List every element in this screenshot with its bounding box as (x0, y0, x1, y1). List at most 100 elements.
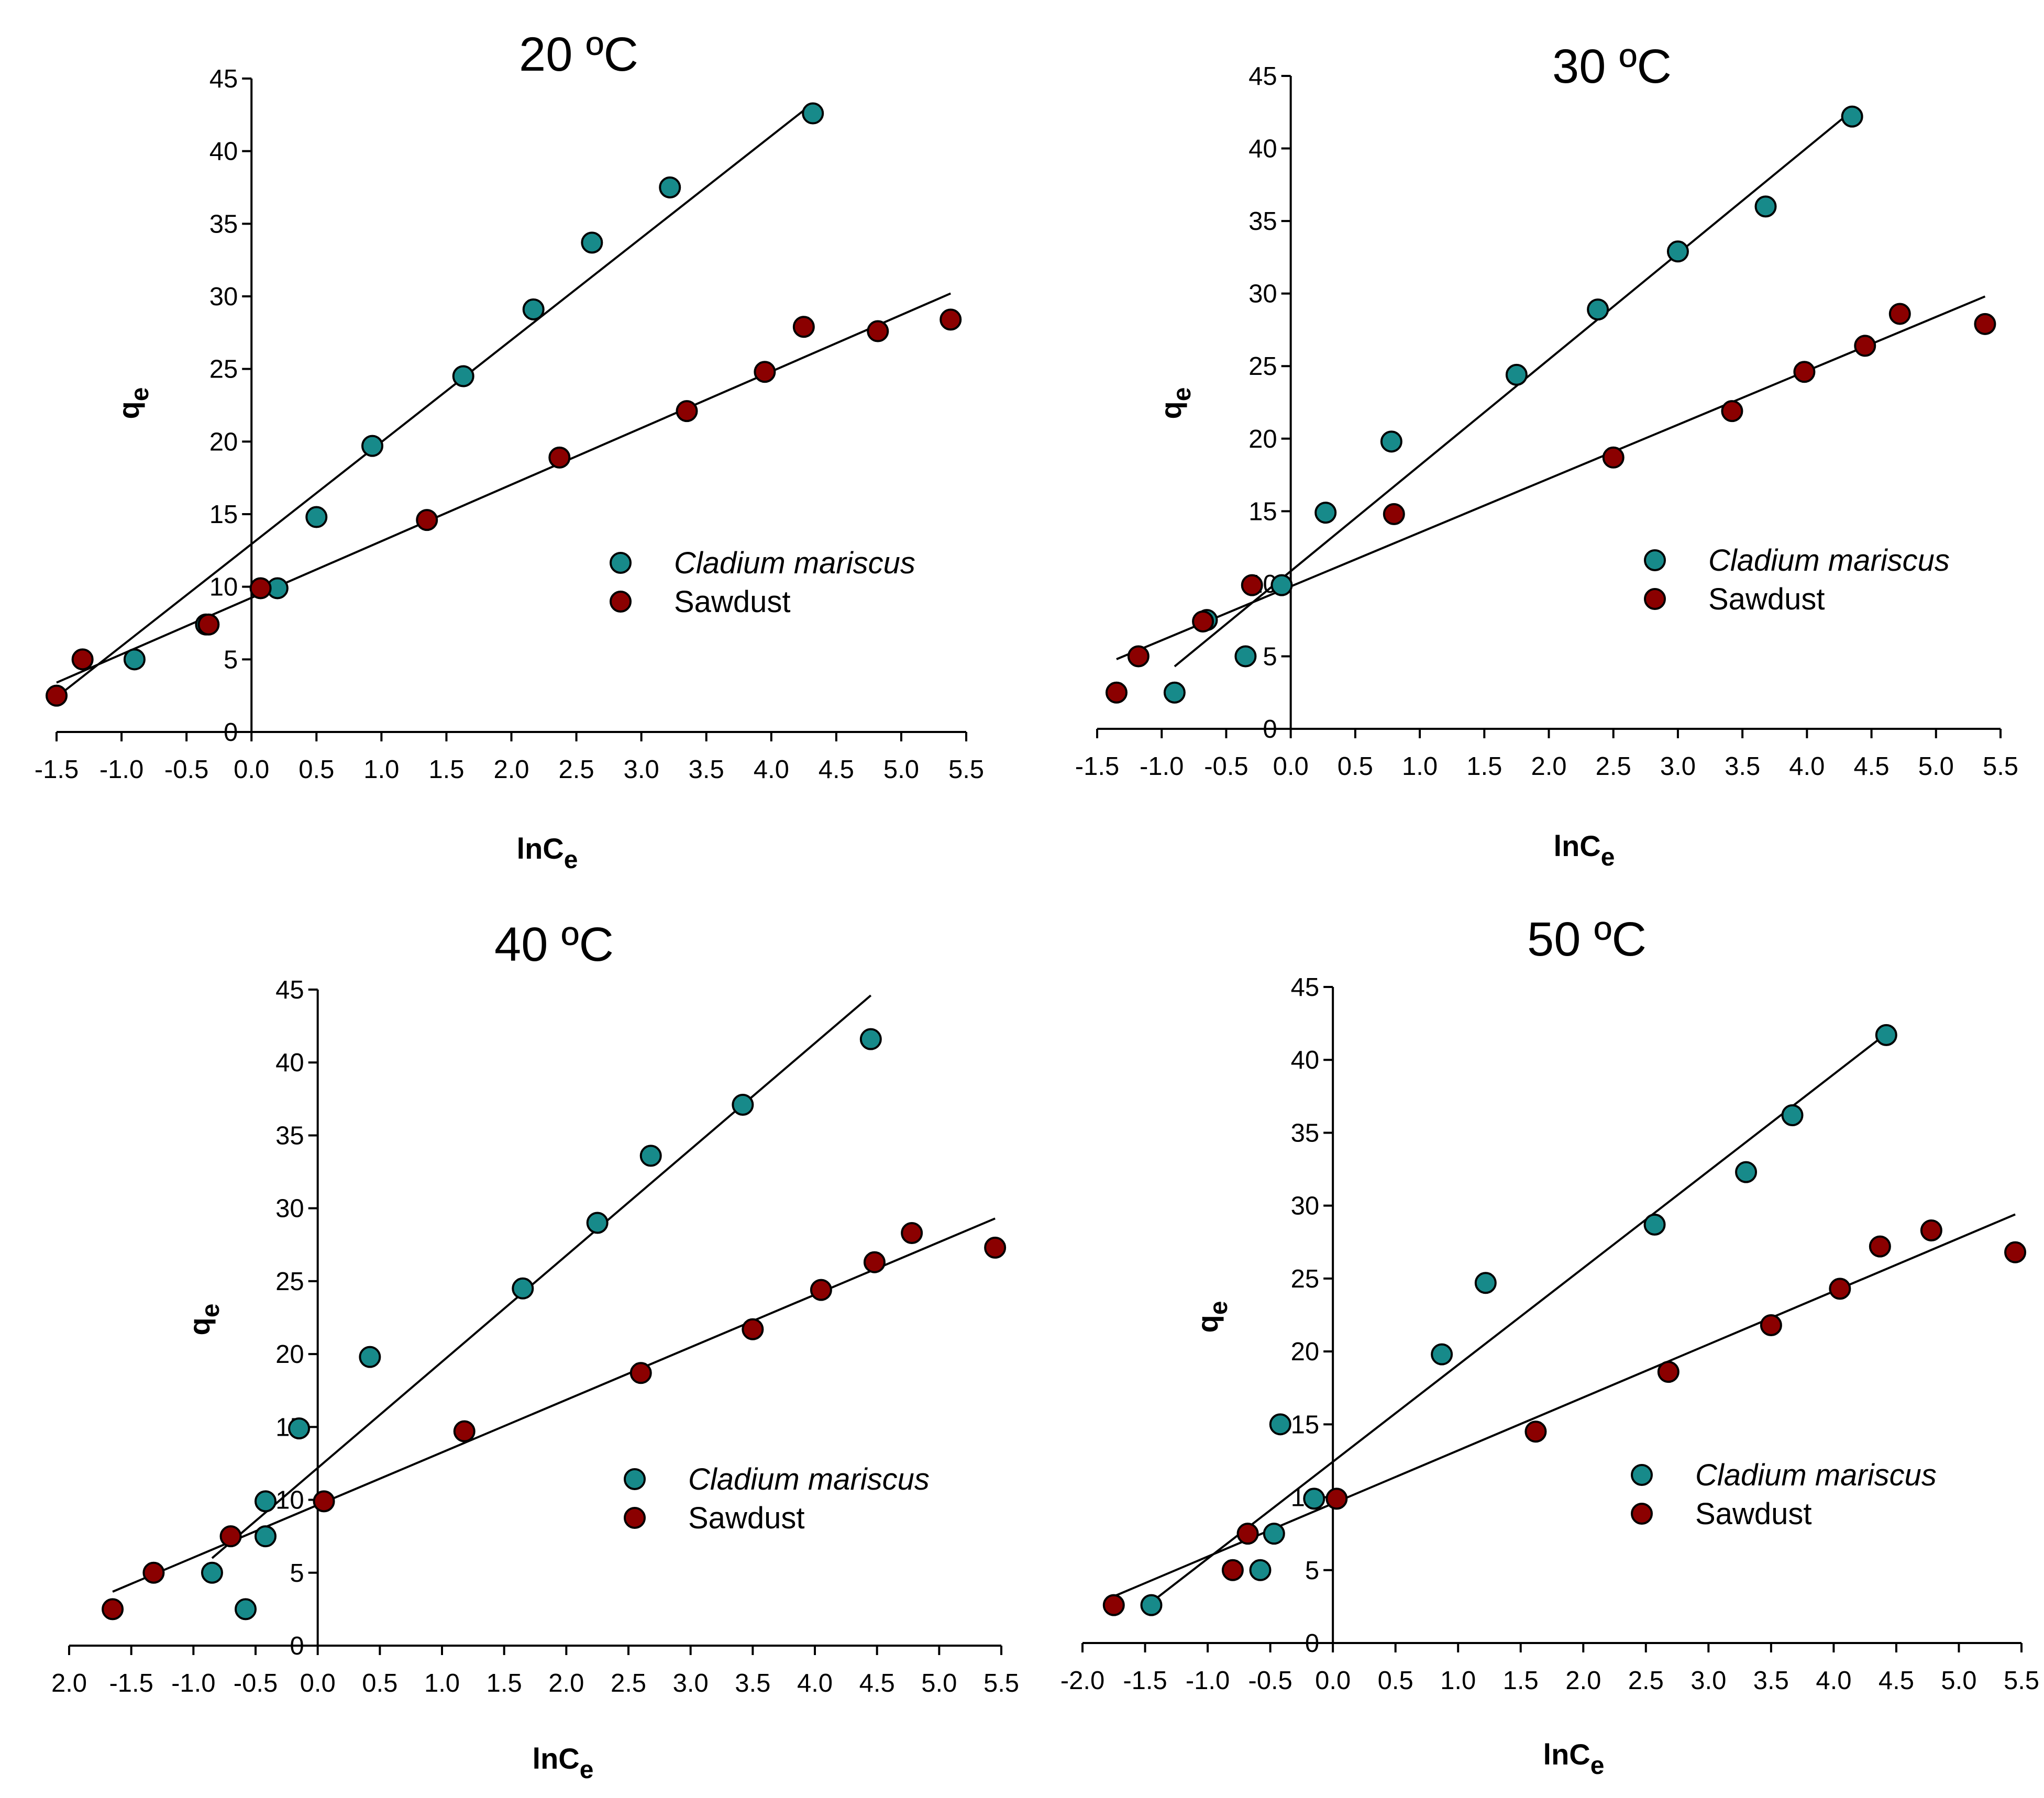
x-tick-label: 2.0 (1531, 752, 1566, 781)
panel-title: 40 ºC (494, 918, 614, 971)
x-axis-label: lnCe (1554, 829, 1615, 871)
data-point-sawdust (313, 1490, 335, 1513)
y-tick-label: 20 (1249, 425, 1277, 453)
y-tick-label: 5 (1263, 642, 1277, 671)
y-tick-label: 40 (209, 138, 238, 166)
legend-label-cladium: Cladium mariscus (1708, 543, 1950, 578)
x-tick-label: 5.5 (984, 1669, 1019, 1697)
x-tick-label: 4.0 (1789, 752, 1825, 781)
data-point-cladium (1263, 1523, 1285, 1545)
y-tick-label: 0 (1263, 715, 1277, 743)
data-point-sawdust (1657, 1361, 1680, 1383)
data-point-cladium (639, 1145, 662, 1167)
data-point-sawdust (1524, 1420, 1547, 1443)
x-axis-label-subscript: e (564, 846, 578, 874)
x-tick-label: 0.5 (299, 756, 334, 784)
data-point-sawdust (863, 1251, 886, 1273)
data-point-sawdust (1325, 1488, 1348, 1510)
legend-label-cladium: Cladium mariscus (688, 1462, 930, 1496)
x-axis-label-subscript: e (580, 1756, 594, 1784)
y-tick-label: 30 (275, 1195, 304, 1223)
x-tick-label: 4.0 (754, 756, 789, 784)
y-tick-label: 35 (1291, 1119, 1320, 1147)
data-point-cladium (201, 1561, 223, 1584)
data-point-sawdust (1383, 503, 1405, 525)
x-tick-label: 3.0 (1660, 752, 1696, 781)
y-tick-label: 40 (1249, 135, 1277, 163)
x-tick-label: 2.0 (1565, 1667, 1601, 1695)
x-tick-label: -0.5 (234, 1669, 278, 1697)
x-tick-label: 2.0 (493, 756, 529, 784)
y-tick-label: 15 (1249, 497, 1277, 526)
y-tick-label: 35 (209, 210, 238, 238)
y-tick-label: 15 (209, 501, 238, 529)
y-axis-label-subscript: e (197, 1304, 225, 1318)
y-tick-label: 45 (209, 65, 238, 93)
legend-label-sawdust: Sawdust (1695, 1497, 1811, 1531)
y-tick-label: 35 (275, 1122, 304, 1150)
x-tick-label: 1.5 (487, 1669, 522, 1697)
data-point-sawdust (1241, 574, 1263, 596)
data-point-sawdust (1102, 1594, 1125, 1616)
x-tick-label: 2.5 (1628, 1667, 1664, 1695)
x-tick-label: 4.0 (1816, 1667, 1851, 1695)
data-point-cladium (361, 435, 383, 457)
x-tick-label: 0.5 (1378, 1667, 1413, 1695)
data-point-cladium (512, 1277, 534, 1300)
legend-marker-sawdust (610, 591, 632, 613)
legend-label-sawdust: Sawdust (688, 1501, 804, 1535)
data-point-sawdust (1760, 1314, 1782, 1336)
data-point-sawdust (754, 361, 776, 383)
x-tick-label: 4.5 (1854, 752, 1890, 781)
x-tick-label: 2.0 (548, 1669, 584, 1697)
data-point-sawdust (676, 400, 698, 423)
x-tick-label: 0.0 (234, 756, 269, 784)
legend-label-sawdust: Sawdust (674, 585, 790, 619)
data-point-sawdust (1920, 1219, 1942, 1242)
data-point-cladium (1587, 298, 1609, 321)
y-tick-label: 5 (1305, 1557, 1319, 1585)
x-tick-label: 4.0 (797, 1669, 833, 1697)
data-point-cladium (1754, 195, 1777, 218)
legend-label-cladium: Cladium mariscus (1695, 1458, 1937, 1492)
data-point-cladium (1841, 105, 1863, 128)
data-point-cladium (305, 506, 328, 528)
x-tick-label: -1.0 (1140, 752, 1184, 781)
x-tick-label: -1.0 (1186, 1667, 1230, 1695)
x-tick-label: 1.5 (1503, 1667, 1539, 1695)
data-point-cladium (1270, 574, 1293, 596)
x-tick-label: 5.0 (1918, 752, 1954, 781)
y-tick-label: 45 (1291, 973, 1320, 1002)
legend-marker-sawdust (1631, 1503, 1653, 1525)
data-point-cladium (802, 102, 824, 125)
data-point-cladium (452, 365, 474, 387)
data-point-cladium (123, 648, 146, 671)
data-point-cladium (1781, 1104, 1804, 1127)
x-tick-label: 2.5 (1596, 752, 1631, 781)
x-tick-label: 1.0 (1440, 1667, 1476, 1695)
y-tick-label: 30 (209, 283, 238, 311)
data-point-sawdust (742, 1318, 764, 1340)
y-axis-label: qe (1154, 387, 1196, 419)
x-tick-label: -1.0 (100, 756, 143, 784)
x-tick-label: 0.5 (1338, 752, 1373, 781)
legend-label-sawdust: Sawdust (1708, 582, 1825, 616)
x-tick-label: 3.0 (624, 756, 659, 784)
y-tick-label: 0 (290, 1632, 304, 1660)
x-tick-label: 5.5 (1983, 752, 2018, 781)
data-point-sawdust (1221, 1559, 1244, 1581)
x-tick-label: 1.5 (428, 756, 464, 784)
data-point-cladium (1303, 1488, 1325, 1510)
data-point-cladium (1163, 681, 1186, 704)
x-tick-label: 2.0 (51, 1669, 87, 1697)
data-point-sawdust (46, 684, 68, 707)
y-axis-label-subscript: e (126, 387, 154, 402)
data-point-cladium (859, 1028, 882, 1050)
data-point-cladium (1249, 1559, 1272, 1581)
data-point-sawdust (984, 1236, 1007, 1259)
data-point-cladium (254, 1525, 277, 1548)
data-point-sawdust (1793, 361, 1816, 383)
legend-marker-cladium (1631, 1464, 1653, 1486)
x-tick-label: -0.5 (1248, 1667, 1292, 1695)
